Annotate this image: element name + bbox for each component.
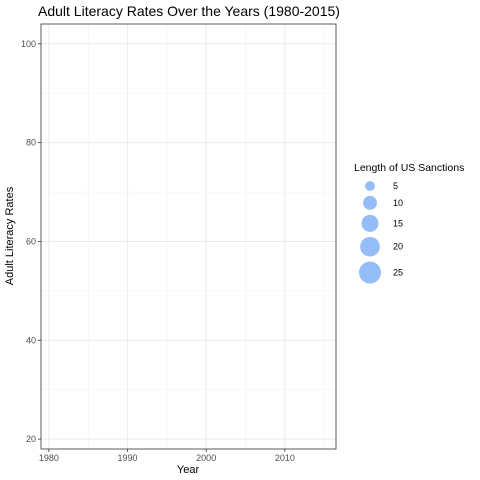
chart-title: Adult Literacy Rates Over the Years (198… <box>38 3 340 19</box>
legend-title: Length of US Sanctions <box>354 162 464 174</box>
y-axis-title: Adult Literacy Rates <box>4 186 16 285</box>
x-tick-label: 1990 <box>118 453 138 463</box>
size-legend: Length of US Sanctions 5 10 15 20 25 <box>354 162 464 284</box>
legend-size-circle <box>363 195 377 210</box>
major-gridlines <box>41 24 336 449</box>
minor-gridlines <box>41 24 336 449</box>
plot-border <box>40 23 337 450</box>
plot-background <box>41 24 336 449</box>
plot-panel <box>40 23 337 450</box>
y-tick-label: 60 <box>26 236 36 246</box>
legend-size-circle <box>361 214 379 232</box>
legend-size-circle <box>365 181 375 191</box>
x-tick-label: 1980 <box>39 453 59 463</box>
x-tick-label: 2000 <box>196 453 216 463</box>
legend-size-label: 20 <box>393 242 403 252</box>
y-tick-label: 80 <box>26 138 36 148</box>
y-axis-ticks: 20 40 60 80 100 <box>21 39 41 444</box>
legend-size-circle <box>359 261 381 284</box>
legend-size-label: 5 <box>393 181 398 191</box>
x-axis-title: Year <box>177 464 200 476</box>
legend-size-label: 25 <box>393 268 403 278</box>
legend-size-label: 10 <box>393 198 403 208</box>
legend-size-circle <box>360 236 380 257</box>
x-axis-ticks: 1980 1990 2000 2010 <box>39 449 295 463</box>
y-tick-label: 40 <box>26 335 36 345</box>
x-tick-label: 2010 <box>275 453 295 463</box>
y-tick-label: 100 <box>21 39 36 49</box>
y-tick-label: 20 <box>26 434 36 444</box>
legend-size-label: 15 <box>393 218 403 228</box>
